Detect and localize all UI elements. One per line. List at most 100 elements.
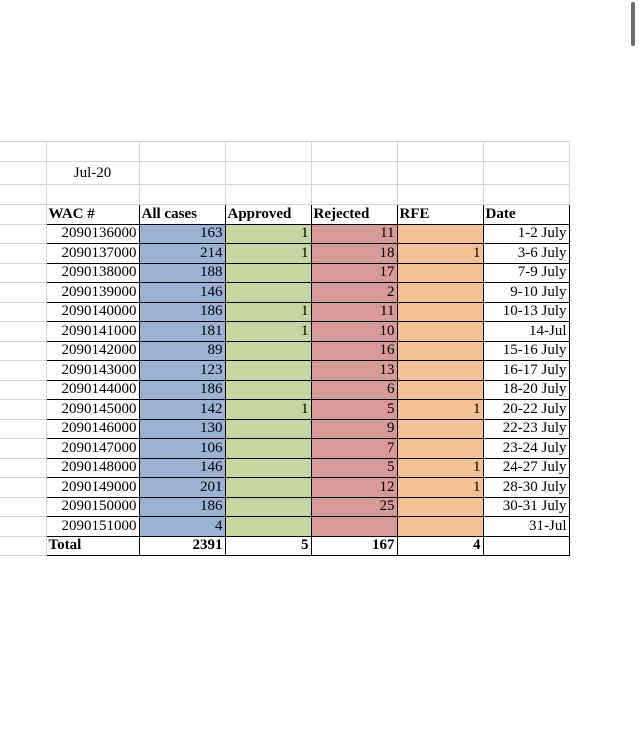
cell[interactable]	[0, 301, 47, 322]
date-cell[interactable]: 31-Jul	[482, 516, 570, 537]
all-cases-cell[interactable]: 163	[138, 223, 226, 244]
rejected-cell[interactable]: 13	[310, 360, 398, 381]
rfe-cell[interactable]	[396, 301, 484, 322]
all-cases-cell[interactable]: 89	[138, 340, 226, 361]
rejected-cell[interactable]: 2	[310, 282, 398, 303]
rfe-cell[interactable]: 1	[396, 243, 484, 264]
rejected-cell[interactable]: 17	[310, 262, 398, 283]
all-cases-cell[interactable]: 146	[138, 457, 226, 478]
cell[interactable]	[0, 204, 47, 225]
rfe-cell[interactable]	[396, 262, 484, 283]
rfe-cell[interactable]	[396, 360, 484, 381]
header-rfe[interactable]: RFE	[396, 204, 484, 225]
rfe-cell[interactable]	[396, 223, 484, 244]
cell[interactable]	[0, 161, 47, 185]
rejected-cell[interactable]: 5	[310, 399, 398, 420]
rfe-cell[interactable]	[396, 496, 484, 517]
cell[interactable]	[0, 438, 47, 459]
header-all-cases[interactable]: All cases	[138, 204, 226, 225]
wac-number-cell[interactable]: 2090146000	[45, 418, 140, 439]
cell[interactable]	[45, 184, 140, 205]
cell[interactable]	[0, 141, 47, 162]
all-cases-cell[interactable]: 186	[138, 301, 226, 322]
cell[interactable]	[0, 243, 47, 264]
rejected-cell[interactable]: 25	[310, 496, 398, 517]
date-cell[interactable]: 20-22 July	[482, 399, 570, 420]
total-label[interactable]: Total	[45, 535, 140, 556]
rejected-cell[interactable]: 11	[310, 223, 398, 244]
rejected-cell[interactable]: 7	[310, 438, 398, 459]
header-wac-number[interactable]: WAC #	[45, 204, 140, 225]
approved-cell[interactable]	[224, 262, 312, 283]
cell[interactable]	[224, 141, 312, 162]
all-cases-cell[interactable]: 186	[138, 496, 226, 517]
approved-cell[interactable]	[224, 360, 312, 381]
wac-number-cell[interactable]: 2090138000	[45, 262, 140, 283]
rejected-cell[interactable]: 12	[310, 477, 398, 498]
rfe-cell[interactable]	[396, 418, 484, 439]
approved-cell[interactable]	[224, 438, 312, 459]
rejected-cell[interactable]: 5	[310, 457, 398, 478]
all-cases-cell[interactable]: 188	[138, 262, 226, 283]
date-cell[interactable]: 18-20 July	[482, 379, 570, 400]
total-all-cases[interactable]: 2391	[138, 535, 226, 556]
wac-number-cell[interactable]: 2090141000	[45, 321, 140, 342]
wac-number-cell[interactable]: 2090150000	[45, 496, 140, 517]
all-cases-cell[interactable]: 186	[138, 379, 226, 400]
all-cases-cell[interactable]: 201	[138, 477, 226, 498]
cell[interactable]	[138, 141, 226, 162]
all-cases-cell[interactable]: 130	[138, 418, 226, 439]
rejected-cell[interactable]: 9	[310, 418, 398, 439]
cell[interactable]	[0, 360, 47, 381]
date-cell[interactable]: 22-23 July	[482, 418, 570, 439]
rfe-cell[interactable]	[396, 321, 484, 342]
date-cell[interactable]: 7-9 July	[482, 262, 570, 283]
rfe-cell[interactable]	[396, 379, 484, 400]
approved-cell[interactable]: 1	[224, 321, 312, 342]
wac-number-cell[interactable]: 2090145000	[45, 399, 140, 420]
wac-number-cell[interactable]: 2090149000	[45, 477, 140, 498]
scrollbar-thumb[interactable]	[631, 2, 635, 46]
approved-cell[interactable]: 1	[224, 399, 312, 420]
approved-cell[interactable]	[224, 496, 312, 517]
rfe-cell[interactable]	[396, 340, 484, 361]
date-cell[interactable]: 23-24 July	[482, 438, 570, 459]
header-approved[interactable]: Approved	[224, 204, 312, 225]
wac-number-cell[interactable]: 2090148000	[45, 457, 140, 478]
cell[interactable]	[0, 535, 47, 556]
cell[interactable]	[224, 161, 312, 185]
cell[interactable]	[138, 184, 226, 205]
cell[interactable]	[0, 418, 47, 439]
cell[interactable]	[0, 223, 47, 244]
wac-number-cell[interactable]: 2090137000	[45, 243, 140, 264]
rfe-cell[interactable]: 1	[396, 477, 484, 498]
rejected-cell[interactable]: 11	[310, 301, 398, 322]
cell[interactable]	[0, 379, 47, 400]
cell[interactable]	[482, 141, 570, 162]
wac-number-cell[interactable]: 2090147000	[45, 438, 140, 459]
cell[interactable]	[310, 141, 398, 162]
wac-number-cell[interactable]: 2090136000	[45, 223, 140, 244]
rfe-cell[interactable]	[396, 516, 484, 537]
cell[interactable]	[0, 477, 47, 498]
date-cell[interactable]: 24-27 July	[482, 457, 570, 478]
total-rfe[interactable]: 4	[396, 535, 484, 556]
wac-number-cell[interactable]: 2090142000	[45, 340, 140, 361]
wac-number-cell[interactable]: 2090140000	[45, 301, 140, 322]
approved-cell[interactable]	[224, 340, 312, 361]
month-label[interactable]: Jul-20	[45, 161, 140, 185]
date-cell[interactable]: 15-16 July	[482, 340, 570, 361]
date-cell[interactable]: 3-6 July	[482, 243, 570, 264]
rfe-cell[interactable]: 1	[396, 399, 484, 420]
all-cases-cell[interactable]: 142	[138, 399, 226, 420]
cell[interactable]	[224, 184, 312, 205]
rejected-cell[interactable]: 18	[310, 243, 398, 264]
wac-number-cell[interactable]: 2090144000	[45, 379, 140, 400]
cell[interactable]	[0, 282, 47, 303]
wac-number-cell[interactable]: 2090151000	[45, 516, 140, 537]
approved-cell[interactable]	[224, 516, 312, 537]
all-cases-cell[interactable]: 146	[138, 282, 226, 303]
wac-number-cell[interactable]: 2090139000	[45, 282, 140, 303]
cell[interactable]	[482, 161, 570, 185]
cell[interactable]	[0, 399, 47, 420]
